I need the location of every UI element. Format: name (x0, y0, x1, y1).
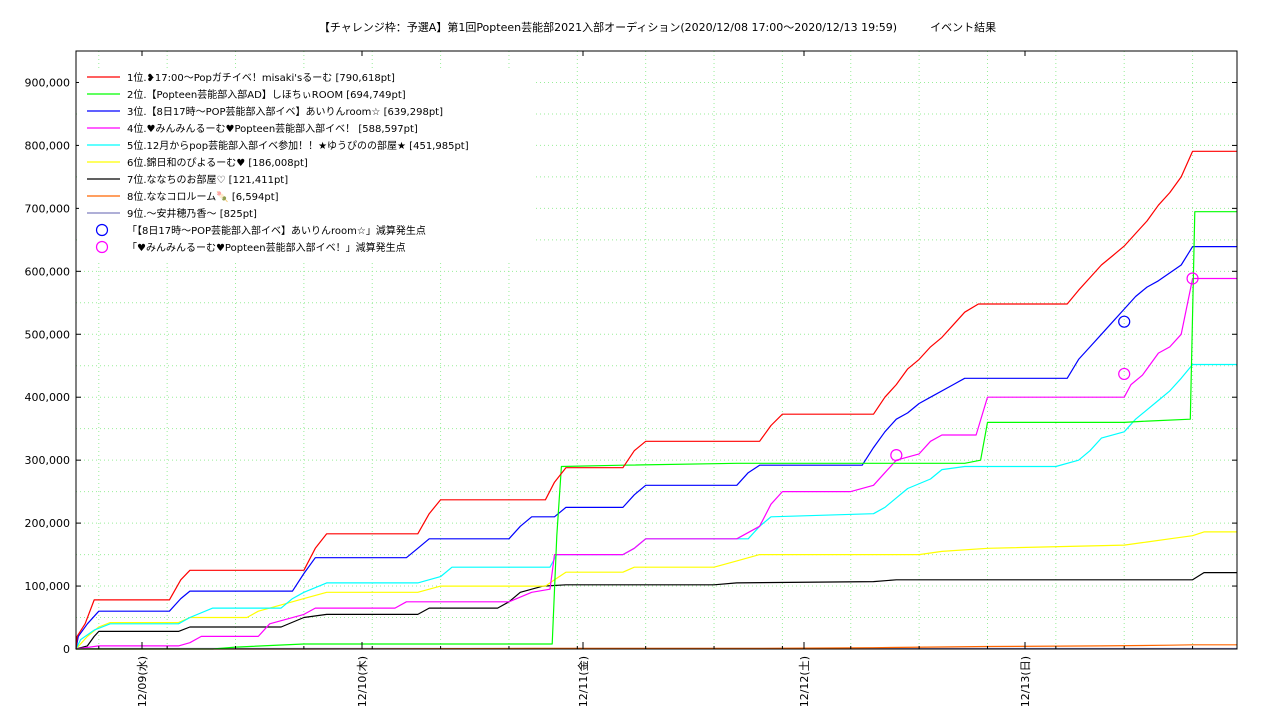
legend-label: 6位.錦日和のぴよるーむ♥ [186,008pt] (127, 156, 308, 169)
grid-lines (76, 51, 1237, 649)
legend-label: 4位.♥みんみんるーむ♥Popteen芸能部入部イベ！ [588,597pt] (127, 122, 418, 135)
legend-label: 3位.【8日17時～POP芸能部入部イベ】あいりんroom☆ [639,298p… (127, 105, 443, 118)
legend-label: 7位.ななちのお部屋♡ [121,411pt] (127, 173, 288, 186)
legend: 1位.❥17:00～Popガチイベ！misaki'sるーむ [790,618pt… (79, 68, 534, 260)
legend-label: 9位.～安井穂乃香～ [825pt] (127, 207, 257, 220)
y-tick-label: 300,000 (25, 454, 71, 467)
x-tick-label: 12/13(日) (1019, 656, 1032, 707)
legend-label: 2位.【Popteen芸能部入部AD】しほちぃROOM [694,749pt] (127, 88, 406, 101)
axis-ticks: 0 100,000 200,000 300,000 400,000 500,000 600,… (25, 51, 1237, 707)
series-line (76, 211, 1237, 650)
marker-layer (890, 272, 1199, 462)
series-line (75, 277, 1237, 650)
series-line (75, 150, 1237, 650)
series-line (75, 571, 1237, 650)
y-tick-label: 100,000 (25, 580, 71, 593)
legend-background (79, 68, 534, 260)
legend-marker (95, 240, 109, 254)
x-tick-label: 12/09(水) (136, 656, 149, 707)
marker-point (890, 449, 903, 462)
legend-label: 「♥みんみんるーむ♥Popteen芸能部入部イベ！」減算発生点 (127, 241, 406, 254)
chart-title: 【チャレンジ枠：予選A】第1回Popteen芸能部2021入部オーディション(2… (318, 21, 997, 34)
marker-point (1118, 315, 1131, 328)
series-line (75, 246, 1237, 650)
legend-marker (95, 223, 109, 237)
y-tick-label: 700,000 (25, 202, 71, 215)
legend-label: 5位.12月からpop芸能部入部イベ参加！！★ゆうぴのの部屋★ [451,985… (127, 139, 469, 152)
y-tick-label: 500,000 (25, 328, 71, 341)
marker-point (1118, 367, 1131, 381)
y-tick-label: 400,000 (25, 391, 71, 404)
plot-frame (75, 50, 1238, 650)
x-tick-label: 12/12(土) (798, 656, 811, 707)
legend-label: 1位.❥17:00～Popガチイベ！misaki'sるーむ [790,618pt… (127, 71, 395, 84)
y-tick-label: 800,000 (25, 139, 71, 152)
x-tick-label: 12/10(木) (356, 656, 369, 707)
y-tick-label: 900,000 (25, 76, 71, 89)
marker-point (1186, 272, 1199, 285)
y-tick-label: 200,000 (25, 517, 71, 530)
x-tick-label: 12/11(金) (576, 656, 590, 707)
legend-label: 8位.ななコロルーム🍡 [6,594pt] (127, 190, 279, 203)
legend-label: 「【8日17時～POP芸能部入部イベ】あいりんroom☆」減算発生点 (127, 224, 426, 237)
y-tick-label: 600,000 (25, 265, 71, 278)
y-tick-label: 0 (63, 643, 70, 656)
